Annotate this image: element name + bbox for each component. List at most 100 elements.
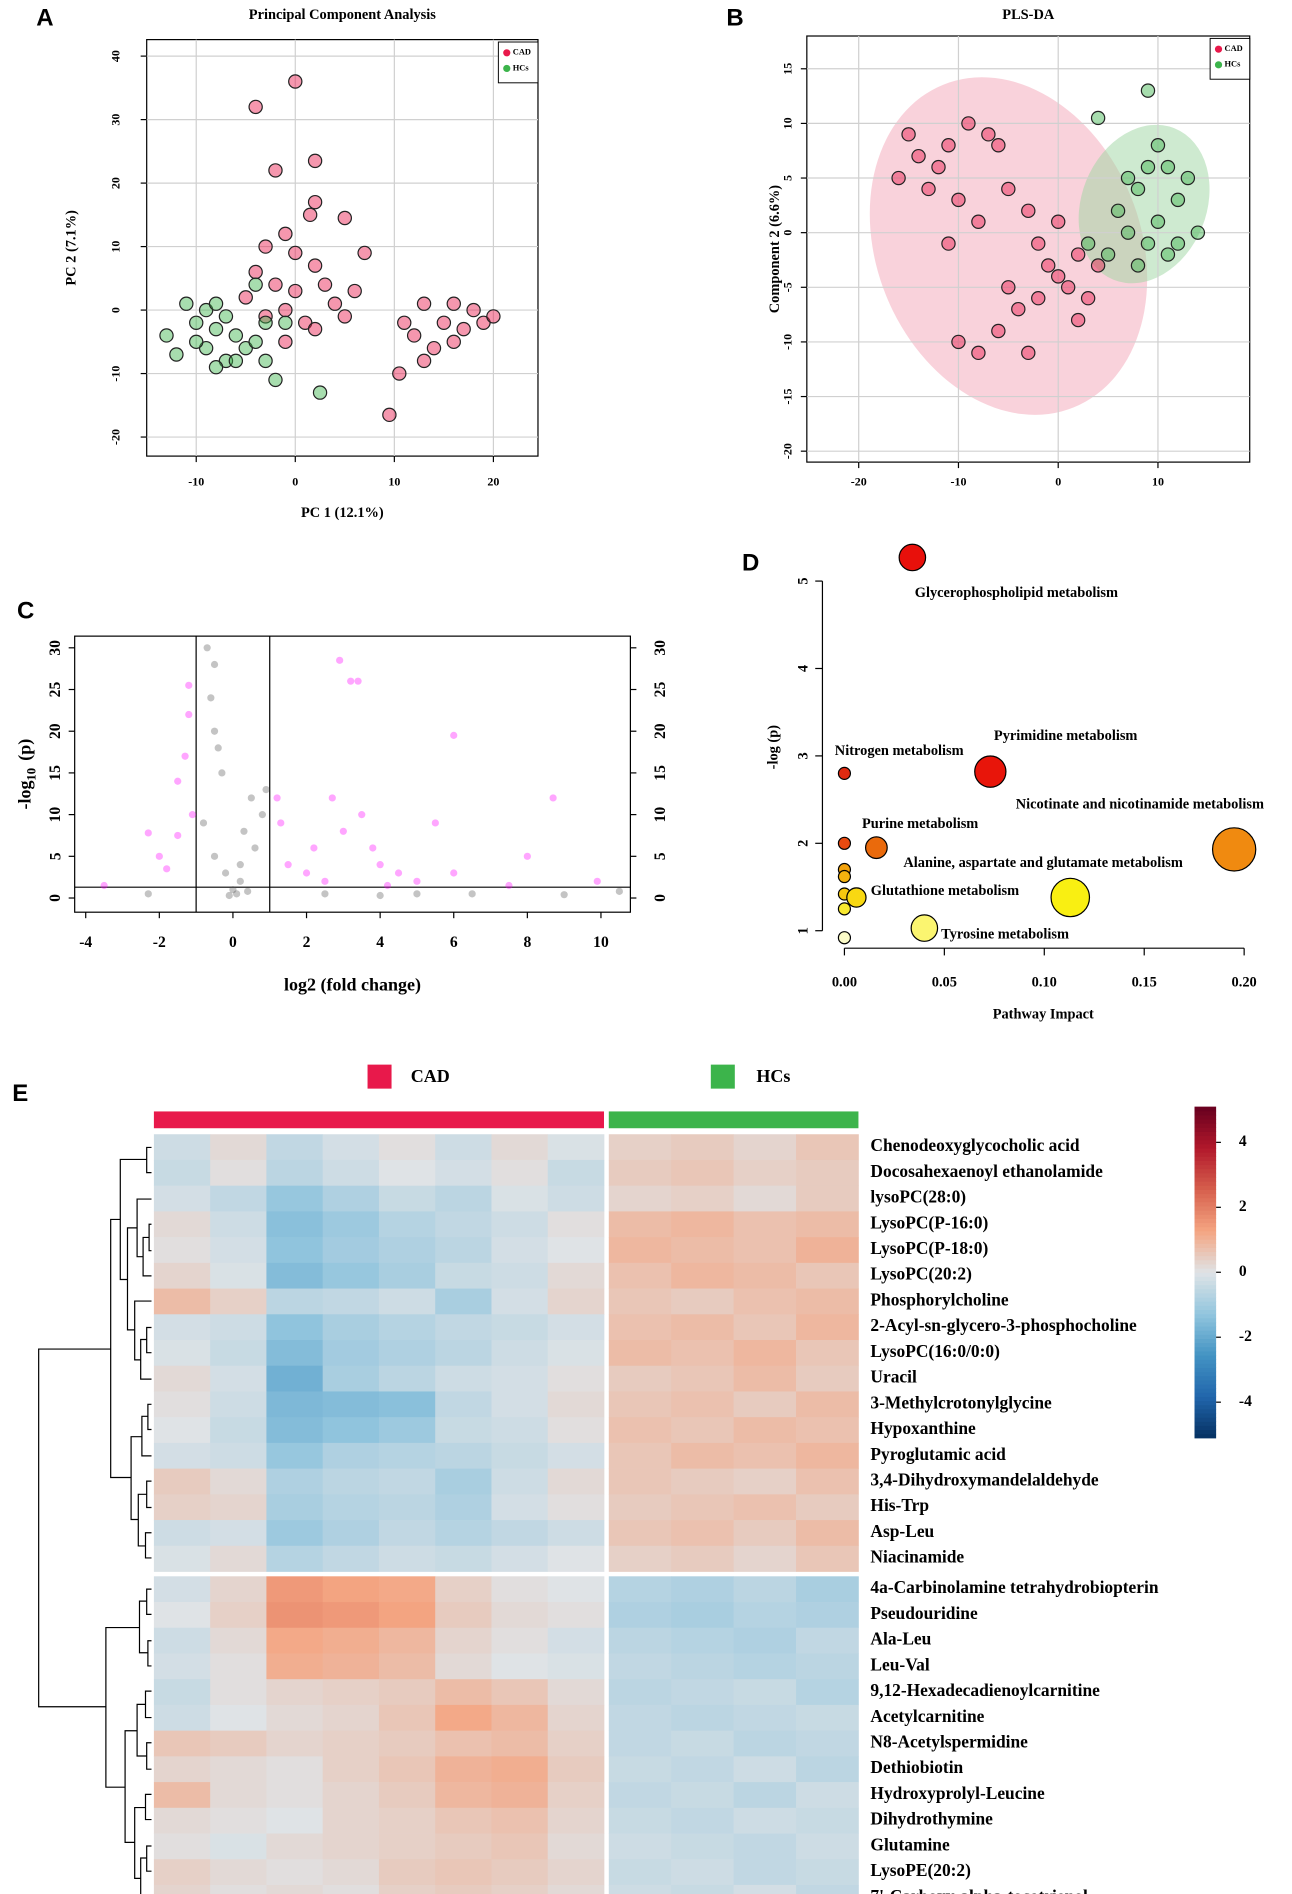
- heat-cell: [266, 1576, 324, 1603]
- heat-cell: [378, 1730, 436, 1757]
- heat-cell: [322, 1602, 380, 1629]
- point: [328, 794, 336, 802]
- heat-cell: [435, 1653, 492, 1680]
- heat-cell: [210, 1653, 267, 1680]
- heat-cell: [322, 1442, 380, 1469]
- x-tick-label: 10: [593, 934, 609, 951]
- colorbar-swatch: [1194, 1197, 1217, 1203]
- point: [347, 283, 362, 299]
- colorbar-swatch: [1194, 1210, 1217, 1215]
- heat-cell: [547, 1545, 605, 1572]
- heat-cell: [491, 1859, 549, 1886]
- heat-cell: [491, 1262, 549, 1289]
- heat-cell: [547, 1417, 605, 1444]
- heat-cell: [796, 1627, 859, 1654]
- point: [981, 127, 996, 142]
- y-tick-label: 4: [796, 665, 812, 672]
- point: [1140, 236, 1156, 251]
- heat-cell: [671, 1602, 734, 1629]
- point: [321, 890, 329, 898]
- colorbar-swatch: [1194, 1421, 1217, 1426]
- heat-cell: [671, 1340, 734, 1367]
- heat-cell: [547, 1627, 605, 1654]
- heat-cell: [266, 1237, 324, 1264]
- colorbar-swatch: [1194, 1206, 1217, 1211]
- heat-cell: [266, 1288, 324, 1315]
- legend-marker: [503, 49, 511, 57]
- heat-cell: [210, 1442, 267, 1469]
- x-tick-label: 2: [303, 934, 311, 951]
- point: [208, 360, 224, 375]
- colorbar-swatch: [1194, 1342, 1217, 1348]
- colorbar-swatch: [1194, 1243, 1217, 1248]
- x-tick-label: -4: [79, 934, 92, 951]
- colorbar-swatch: [1194, 1301, 1217, 1306]
- colorbar-swatch: [1194, 1177, 1217, 1182]
- heat-cell: [153, 1704, 211, 1731]
- bubble: [1050, 877, 1091, 918]
- heat-cell: [435, 1211, 492, 1238]
- heat-cell: [608, 1833, 672, 1860]
- heat-cell: [547, 1391, 605, 1418]
- heat-cell: [547, 1340, 605, 1367]
- heat-cell: [491, 1807, 549, 1834]
- point: [951, 192, 966, 208]
- heat-cell: [378, 1704, 436, 1731]
- heat-cell: [608, 1756, 672, 1783]
- point: [466, 302, 481, 318]
- point: [1051, 214, 1066, 229]
- heat-cell: [435, 1884, 492, 1894]
- point: [228, 328, 244, 343]
- heat-cell: [378, 1185, 436, 1212]
- heat-cell: [733, 1442, 797, 1469]
- point: [1011, 301, 1026, 317]
- heat-cell: [322, 1576, 380, 1603]
- heat-cell: [322, 1545, 380, 1572]
- point: [284, 861, 292, 869]
- point: [413, 877, 421, 885]
- point: [413, 890, 421, 898]
- heat-cell: [671, 1185, 734, 1212]
- heat-cell: [435, 1627, 492, 1654]
- heat-cell: [378, 1340, 436, 1367]
- point: [210, 727, 219, 735]
- y-axis-label-text: -log: [15, 781, 35, 810]
- heat-cell: [733, 1730, 797, 1757]
- heat-cell: [322, 1704, 380, 1731]
- legend-marker: [710, 1064, 735, 1089]
- colorbar-swatch: [1194, 1239, 1217, 1244]
- heat-cell: [733, 1627, 797, 1654]
- heat-cell: [210, 1859, 267, 1886]
- heat-cell: [671, 1653, 734, 1680]
- heat-cell: [266, 1782, 324, 1809]
- point: [1150, 138, 1166, 153]
- x-axis-label: Pathway Impact: [993, 1007, 1094, 1023]
- legend-marker: [503, 64, 511, 73]
- y2-tick-label: 5: [652, 852, 669, 860]
- y-tick-label: 20: [47, 723, 64, 739]
- y-tick-label: 5: [47, 852, 64, 860]
- heat-cell: [322, 1679, 380, 1706]
- heat-cell: [210, 1417, 267, 1444]
- point: [248, 264, 263, 280]
- heat-cell: [322, 1782, 380, 1809]
- heat-cell: [153, 1442, 211, 1469]
- heat-cell: [491, 1442, 549, 1469]
- point: [278, 226, 293, 242]
- chart-title: PLS-DA: [1002, 7, 1055, 23]
- heat-cell: [491, 1417, 549, 1444]
- heat-cell: [671, 1859, 734, 1886]
- point: [921, 181, 936, 197]
- heat-cell: [435, 1314, 492, 1341]
- heat-cell: [491, 1237, 549, 1264]
- heat-cell: [210, 1365, 267, 1392]
- bubble: [1211, 827, 1257, 872]
- point: [549, 794, 557, 802]
- heat-cell: [608, 1494, 672, 1521]
- legend-label: CAD: [411, 1066, 450, 1086]
- heat-cell: [733, 1262, 797, 1289]
- heat-cell: [796, 1159, 859, 1187]
- heat-cell: [378, 1756, 436, 1783]
- heat-cell: [266, 1520, 324, 1547]
- heat-cell: [210, 1237, 267, 1264]
